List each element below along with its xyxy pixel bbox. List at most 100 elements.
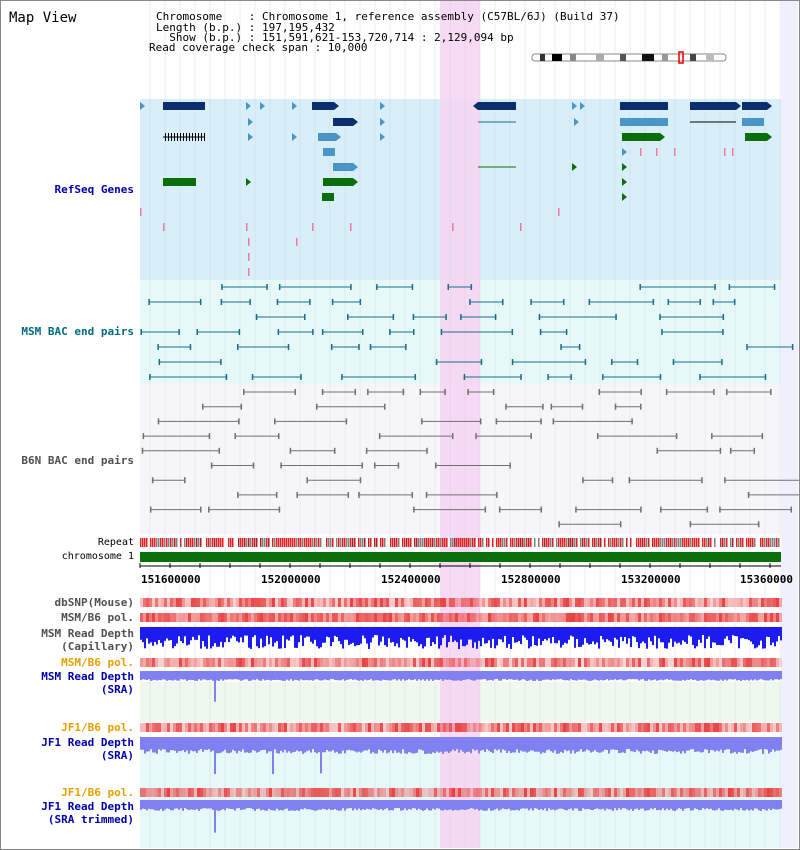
repeat-mark [474, 538, 476, 547]
track-label-b6n-bac[interactable]: B6N BAC end pairs [21, 454, 134, 467]
heat-cell [623, 613, 626, 622]
repeat-mark [374, 538, 376, 547]
depth-bar [478, 671, 480, 680]
heat-cell [746, 613, 749, 622]
depth-bar [682, 800, 684, 811]
repeat-mark [554, 538, 556, 547]
depth-bar [332, 627, 334, 643]
depth-bar [780, 671, 782, 680]
heat-cell [629, 658, 632, 667]
depth-bar [580, 800, 582, 811]
depth-bar [266, 671, 268, 680]
depth-bar [602, 671, 604, 681]
depth-bar [224, 627, 226, 643]
heat-cell [170, 658, 173, 667]
repeat-mark [678, 538, 680, 547]
depth-bar [440, 627, 442, 646]
depth-bar [776, 800, 778, 810]
repeat-mark [650, 538, 652, 547]
depth-bar [304, 671, 306, 681]
depth-bar [736, 737, 738, 754]
track-label-chromosome[interactable]: chromosome 1 [61, 551, 134, 562]
repeat-mark [694, 538, 696, 547]
depth-bar [372, 800, 374, 809]
bac-end [300, 374, 302, 380]
track-label-jf1-b6-pol-2[interactable]: JF1/B6 pol. [61, 786, 134, 799]
heat-cell [272, 658, 275, 667]
track-label-dbsnp[interactable]: dbSNP(Mouse) [54, 596, 134, 609]
depth-bar [294, 800, 296, 811]
heat-cell [527, 788, 530, 797]
gene-marker [622, 193, 627, 201]
heat-cell [374, 723, 377, 732]
heat-cell [578, 788, 581, 797]
depth-bar [206, 671, 208, 681]
track-label-msm-depth-sra[interactable]: MSM Read Depth [41, 670, 134, 683]
depth-bar [382, 737, 384, 753]
depth-bar [624, 800, 626, 809]
heat-cell [434, 598, 437, 607]
depth-bar [334, 627, 336, 636]
heat-cell [209, 723, 212, 732]
depth-bar [170, 800, 172, 811]
heat-cell [260, 723, 263, 732]
heat-cell [467, 613, 470, 622]
track-label-refseq-genes[interactable]: RefSeq Genes [54, 183, 134, 196]
ideogram-band [596, 54, 604, 61]
depth-bar [572, 627, 574, 637]
heat-cell [170, 598, 173, 607]
track-label-msm-b6-pol-2[interactable]: MSM/B6 pol. [61, 656, 134, 669]
depth-bar [220, 737, 222, 753]
heat-cell [734, 613, 737, 622]
heat-cell [512, 788, 515, 797]
gene [163, 178, 196, 186]
depth-bar [736, 671, 738, 681]
heat-cell [302, 598, 305, 607]
track-label-jf1-b6-pol-1[interactable]: JF1/B6 pol. [61, 721, 134, 734]
depth-bar [374, 671, 376, 681]
track-label-repeat[interactable]: Repeat [97, 537, 134, 548]
heat-cell [560, 788, 563, 797]
depth-bar [188, 671, 190, 681]
heat-cell [632, 613, 635, 622]
heat-cell [599, 723, 602, 732]
heat-cell [530, 613, 533, 622]
depth-bar [644, 737, 646, 752]
gene [163, 102, 205, 110]
heat-cell [479, 658, 482, 667]
depth-bar [220, 671, 222, 680]
heat-cell [557, 613, 560, 622]
depth-bar [766, 671, 768, 681]
depth-bar [398, 671, 400, 680]
depth-bar [500, 671, 502, 681]
refseq-tick [350, 223, 352, 231]
heat-cell [200, 598, 203, 607]
depth-bar [154, 627, 156, 642]
depth-bar [162, 737, 164, 750]
depth-bar [436, 671, 438, 680]
repeat-mark [642, 538, 644, 547]
bac-end [440, 329, 443, 335]
repeat-mark [534, 538, 536, 547]
bac-end [345, 418, 348, 425]
repeat-mark [154, 538, 156, 547]
track-label-msm-depth-cap[interactable]: MSM Read Depth [41, 627, 134, 640]
depth-bar [240, 800, 242, 810]
track-label-msm-bac[interactable]: MSM BAC end pairs [21, 325, 134, 338]
depth-bar [646, 737, 648, 751]
depth-bar [544, 627, 546, 640]
repeat-mark [564, 538, 566, 547]
track-label-jf1-depth-trim[interactable]: JF1 Read Depth [41, 800, 134, 813]
depth-bar [382, 671, 384, 680]
depth-bar [714, 671, 716, 681]
heat-cell [449, 658, 452, 667]
heat-cell [569, 723, 572, 732]
heat-cell [638, 598, 641, 607]
depth-bar [514, 800, 516, 811]
repeat-mark [168, 538, 170, 547]
track-label-msm-b6-pol-1[interactable]: MSM/B6 pol. [61, 611, 134, 624]
depth-bar [220, 800, 222, 811]
heat-cell [212, 658, 215, 667]
track-label-jf1-depth-sra[interactable]: JF1 Read Depth [41, 736, 134, 749]
